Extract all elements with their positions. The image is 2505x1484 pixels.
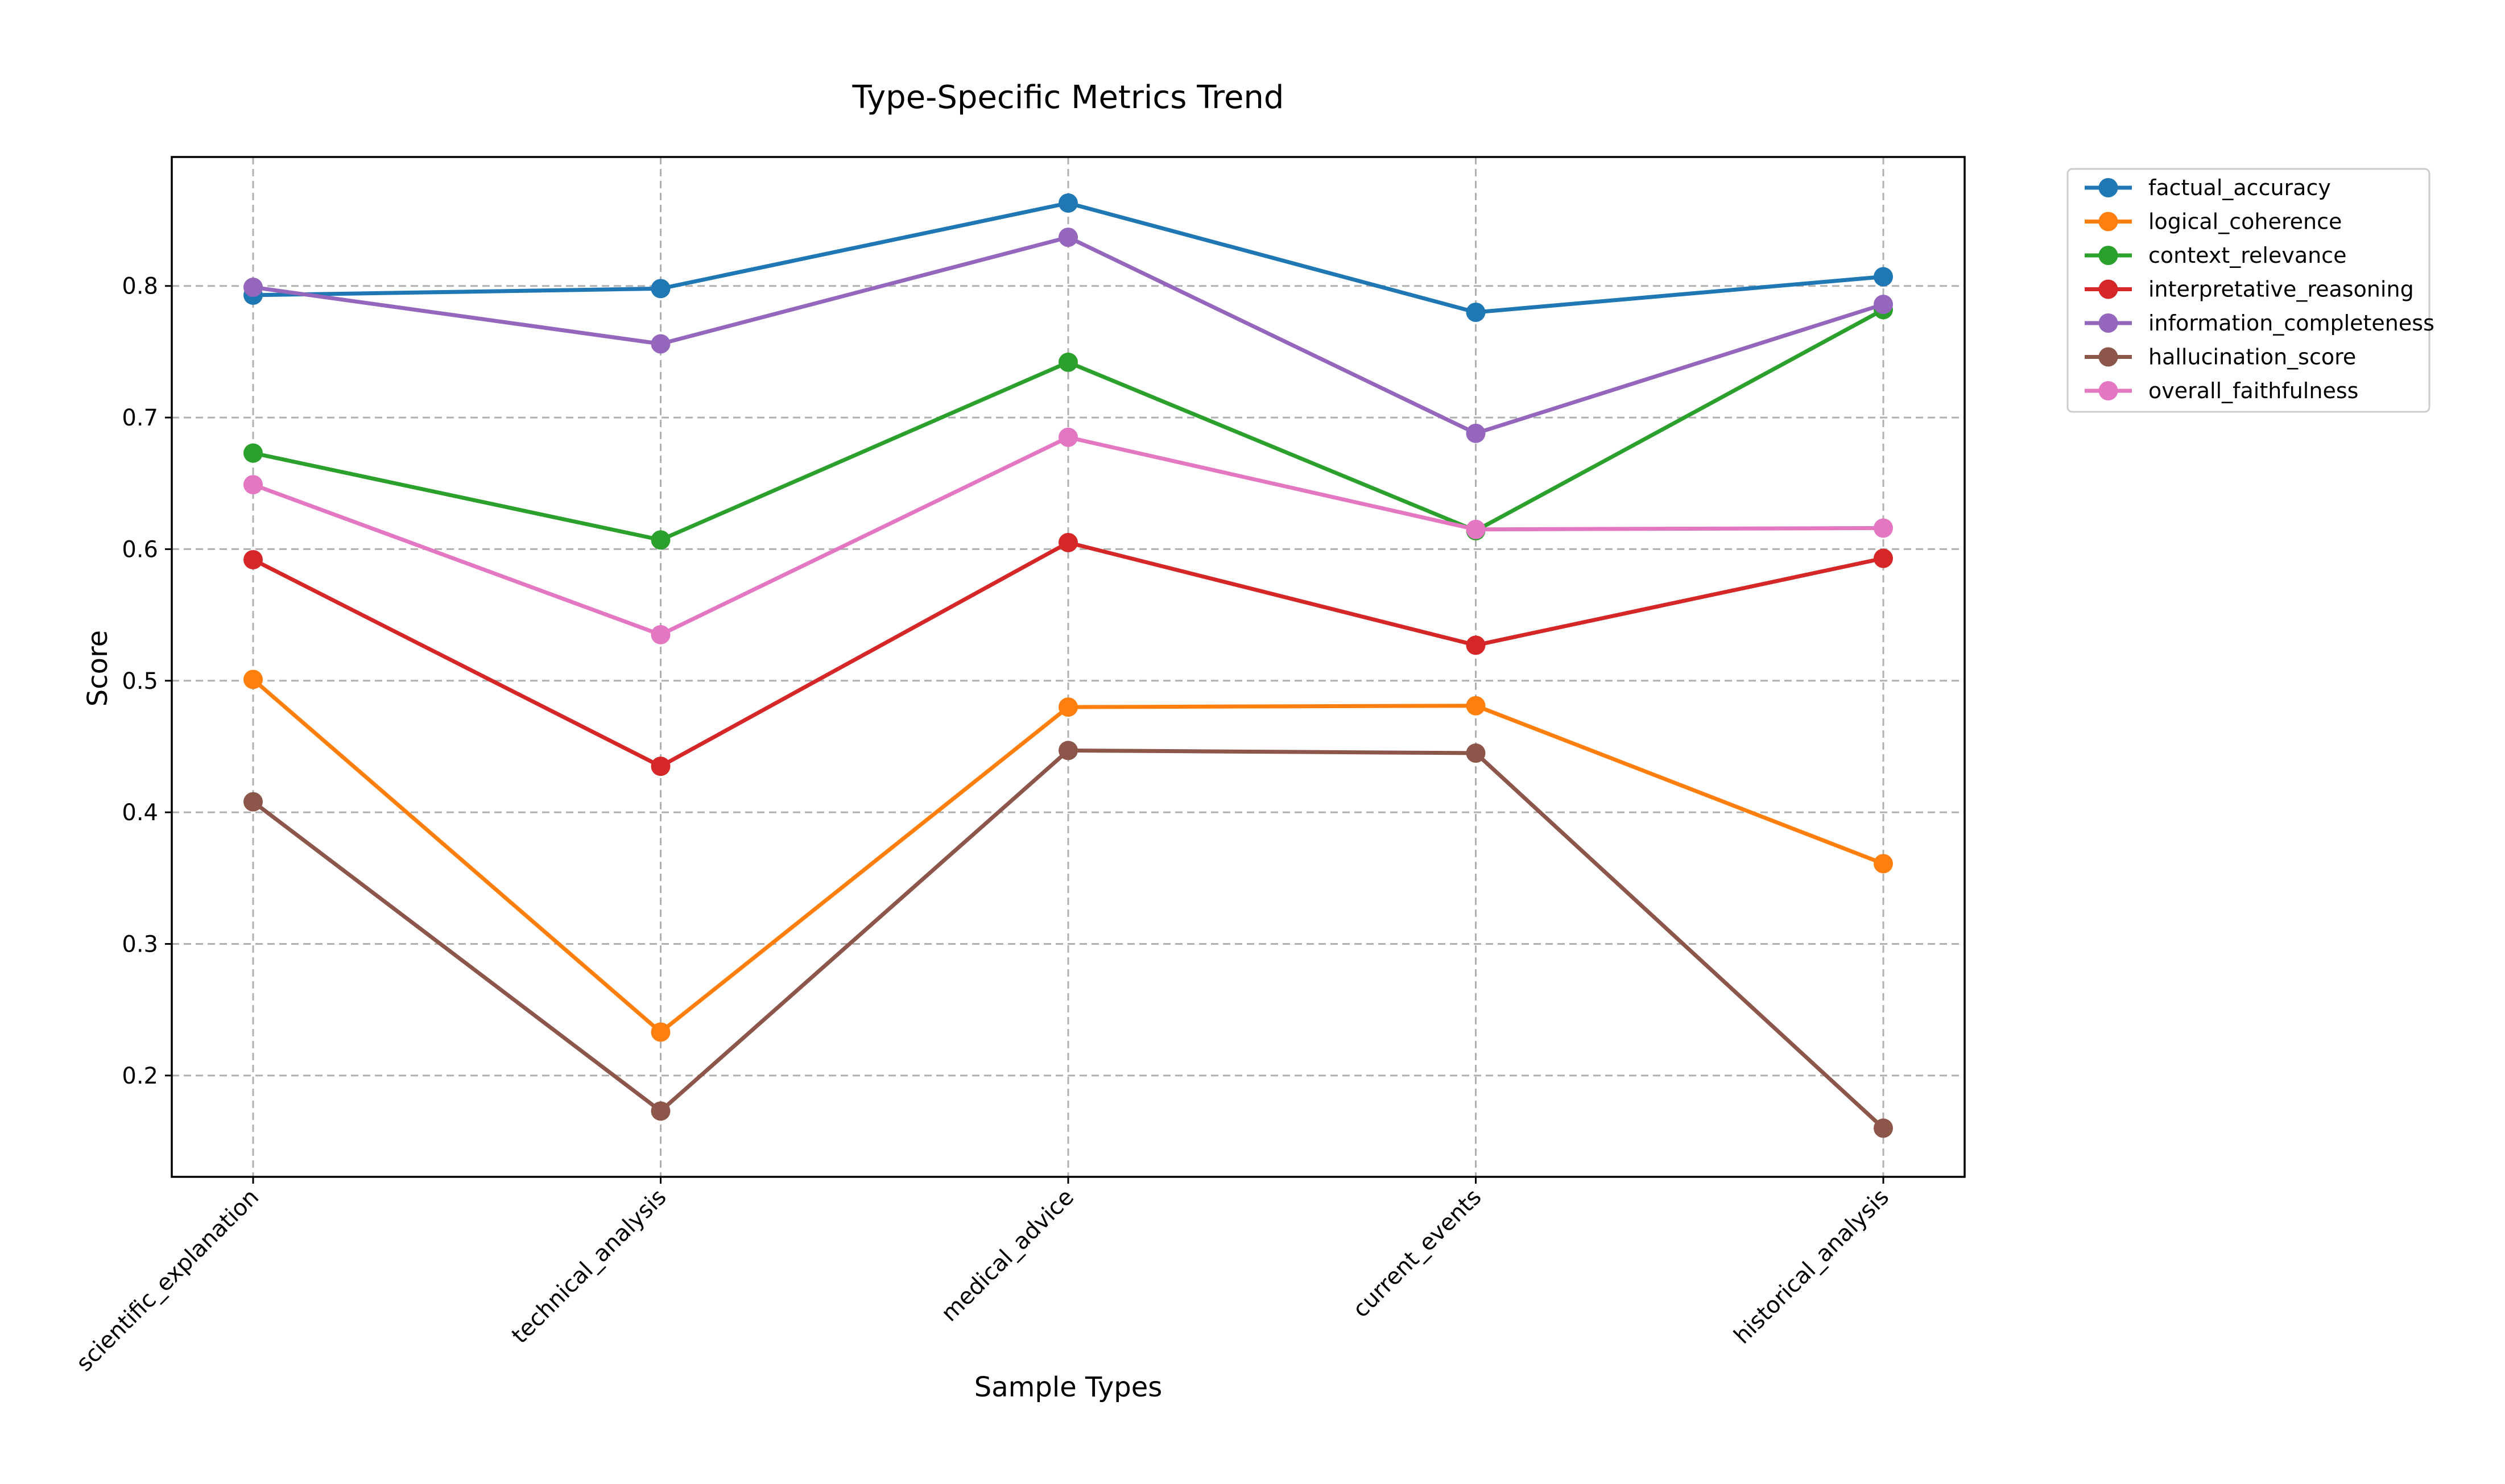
data-point [1874,267,1893,287]
data-point [651,757,671,776]
data-point [651,1022,671,1042]
data-point [1874,295,1893,315]
data-point [1466,302,1486,322]
x-axis-label: Sample Types [974,1371,1163,1403]
y-tick-label: 0.7 [122,405,158,431]
data-point [1059,741,1078,760]
data-point [651,279,671,299]
data-point [243,278,263,297]
legend-label: hallucination_score [2148,345,2356,370]
legend-label: factual_accuracy [2148,175,2331,200]
legend-entry: hallucination_score [2085,345,2356,370]
data-point [1874,854,1893,874]
legend-swatch-marker [2098,212,2118,232]
data-point [1059,697,1078,717]
data-point [1466,743,1486,763]
data-point [1874,518,1893,538]
data-point [1466,696,1486,716]
data-point [651,530,671,550]
legend-label: logical_coherence [2148,209,2342,234]
data-point [651,625,671,644]
grid [172,157,1965,1177]
data-point [1059,427,1078,447]
legend-swatch-marker [2098,279,2118,299]
legend-label: interpretative_reasoning [2148,277,2414,302]
chart-title: Type-Specific Metrics Trend [852,79,1284,116]
legend-label: overall_faithfulness [2148,378,2358,403]
y-axis-label: Score [82,630,114,706]
series-overall-faithfulness [243,427,1893,644]
data-point [243,443,263,463]
data-point [243,549,263,569]
data-point [1874,1118,1893,1138]
y-tick-label: 0.4 [122,800,158,826]
series-factual-accuracy [243,193,1893,322]
legend-swatch-marker [2098,313,2118,333]
y-tick-label: 0.3 [122,932,158,958]
legend-entry: overall_faithfulness [2085,378,2358,403]
data-point [243,475,263,495]
legend-label: context_relevance [2148,243,2346,268]
series-logical-coherence [243,669,1893,1042]
legend-entry: interpretative_reasoning [2085,277,2414,302]
series-information-completeness [243,228,1893,443]
data-point [1059,352,1078,372]
data-point [1466,423,1486,443]
legend-entry: factual_accuracy [2085,175,2331,200]
series-group [243,193,1893,1138]
series-interpretative-reasoning [243,532,1893,776]
legend-entry: information_completeness [2085,311,2434,336]
legend: factual_accuracy logical_coherencecontext… [2066,168,2434,413]
data-point [1059,228,1078,247]
data-point [1874,548,1893,568]
legend-entry: logical_coherence [2085,209,2342,234]
data-point [243,792,263,812]
legend-swatch-marker [2098,246,2118,265]
data-point [1059,532,1078,552]
y-tick-label: 0.8 [122,274,158,300]
legend-label: information_completeness [2148,311,2434,336]
y-tick-label: 0.5 [122,668,158,695]
data-point [1059,193,1078,213]
data-point [651,1101,671,1121]
y-tick-label: 0.2 [122,1063,158,1089]
series-hallucination-score [243,741,1893,1138]
data-point [1466,519,1486,539]
legend-swatch-marker [2098,347,2118,367]
legend-swatch-marker [2098,178,2118,197]
y-tick-label: 0.6 [122,536,158,563]
data-point [243,669,263,689]
data-point [651,334,671,354]
legend-frame [2066,168,2430,413]
data-point [1466,635,1486,655]
legend-entry: context_relevance [2085,243,2346,268]
legend-swatch-marker [2098,381,2118,400]
